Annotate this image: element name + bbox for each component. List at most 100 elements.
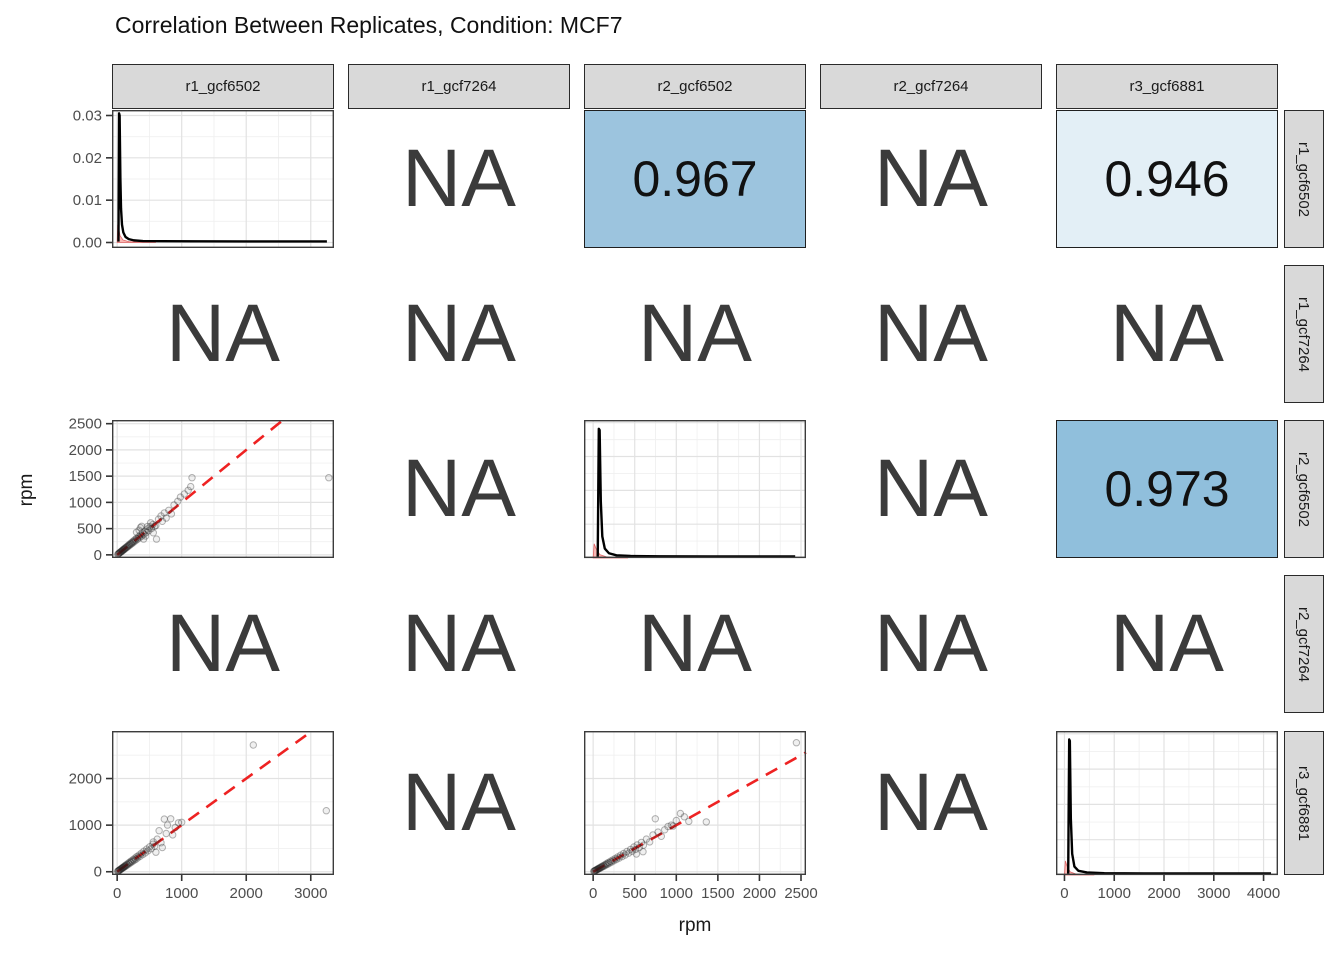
scatter-point: [130, 538, 138, 546]
scatter-point: [144, 847, 152, 855]
scatter-point: [115, 549, 123, 558]
col-strip-r1_gcf6502: r1_gcf6502: [112, 64, 334, 109]
axis-tick-label: 3000: [1197, 885, 1230, 902]
scatter-point: [129, 539, 137, 547]
scatter-point: [146, 843, 154, 851]
scatter-point: [115, 866, 124, 874]
scatter-point: [154, 515, 163, 523]
scatter-point: [136, 531, 145, 539]
col-strip-label: r2_gcf6502: [657, 78, 733, 95]
na-label: NA: [402, 757, 516, 848]
scatter-point: [147, 845, 155, 853]
axis-tick-label: 1000: [69, 494, 102, 511]
scatter-point: [592, 866, 601, 874]
panel-cor-r1_gcf6502-vs-r2_gcf6502: 0.967: [584, 110, 806, 248]
scatter-point: [606, 857, 615, 865]
scatter-point: [609, 856, 617, 864]
axis-tick-label: 2000: [230, 885, 263, 902]
scatter-point: [131, 854, 139, 862]
scatter-point: [608, 858, 616, 866]
na-label: NA: [1110, 598, 1224, 689]
scatter-point: [155, 827, 163, 835]
scatter-point: [184, 486, 192, 495]
scatter-point: [132, 536, 140, 545]
na-label: NA: [1110, 288, 1224, 379]
scatter-point: [685, 817, 693, 826]
scatter-point: [600, 862, 608, 870]
axis-tick-label: 2500: [69, 416, 102, 433]
scatter-point: [122, 862, 130, 870]
scatter-point: [597, 863, 605, 872]
col-strip-label: r2_gcf7264: [893, 78, 969, 95]
panel-na-r1_gcf6502-vs-r1_gcf7264: NA: [348, 110, 570, 248]
panel-density-r2_gcf6502-vs-r2_gcf6502: [583, 419, 807, 559]
scatter-point: [119, 546, 127, 554]
col-strip-label: r3_gcf6881: [1129, 78, 1205, 95]
scatter-point: [121, 545, 129, 553]
scatter-point: [136, 523, 145, 532]
scatter-point: [124, 541, 132, 550]
axis-tick-label: 0.02: [73, 150, 102, 167]
scatter-point: [127, 539, 135, 548]
na-label: NA: [402, 598, 516, 689]
scatter-plot-svg: 0 1000 2000 0 1000 2000 3000: [69, 729, 335, 902]
scatter-point: [614, 853, 622, 861]
scatter-point: [163, 821, 172, 829]
scatter-point: [158, 517, 166, 526]
row-strip-r2_gcf7264: r2_gcf7264: [1284, 575, 1324, 713]
scatter-point: [135, 534, 144, 542]
scatter-point: [170, 501, 178, 509]
scatter-point: [612, 855, 621, 864]
panel-na-r2_gcf7264-vs-r1_gcf7264: NA: [348, 575, 570, 713]
scatter-point: [178, 818, 186, 827]
scatter-point: [118, 547, 126, 555]
scatter-point: [125, 542, 133, 550]
scatter-point: [605, 859, 614, 867]
axis-tick-label: 2000: [69, 442, 102, 459]
scatter-point: [139, 529, 147, 537]
scatter-point: [672, 816, 681, 825]
scatter-point: [649, 831, 657, 839]
scatter-point: [117, 864, 126, 873]
scatter-point: [137, 849, 146, 857]
scatter-point: [174, 819, 183, 827]
scatter-point: [139, 850, 147, 859]
scatter-point: [635, 843, 643, 852]
scatter-point: [169, 831, 177, 839]
scatter-point: [120, 863, 128, 871]
scatter-point: [598, 863, 607, 871]
panel-cor-r1_gcf6502-vs-r3_gcf6881: 0.946: [1056, 110, 1278, 248]
panel-scatter-r2_gcf6502-vs-r1_gcf6502: 0 500 1000 1500 2000 2500: [69, 416, 335, 564]
scatter-point: [160, 815, 168, 823]
scatter-point: [146, 523, 154, 531]
scatter-point: [602, 861, 610, 869]
scatter-point: [139, 535, 148, 543]
scatter-point: [619, 849, 628, 858]
scatter-point: [150, 842, 159, 851]
scatter-point: [124, 859, 133, 867]
scatter-point: [639, 841, 648, 849]
scatter-point: [595, 864, 604, 872]
row-strip-label: r2_gcf6502: [1295, 451, 1313, 527]
scatter-point: [116, 866, 124, 874]
identity-line: [116, 729, 313, 873]
scatter-point: [120, 862, 129, 870]
axis-tick-label: 1500: [69, 468, 102, 485]
row-strip-label: r1_gcf6502: [1295, 141, 1313, 217]
axis-tick-label: 0.00: [73, 234, 102, 251]
axis-tick-label: 0: [94, 864, 102, 881]
scatter-point: [594, 864, 603, 873]
panel-na-r2_gcf7264-vs-r2_gcf6502: NA: [584, 575, 806, 713]
scatter-point: [129, 855, 137, 864]
scatter-point: [133, 852, 141, 861]
density-curve: [117, 112, 327, 243]
panel-density-r1_gcf6502-vs-r1_gcf6502: 0.00 0.01 0.02 0.03: [73, 108, 335, 251]
scatter-point: [120, 544, 129, 553]
row-strip-r2_gcf6502: r2_gcf6502: [1284, 420, 1324, 558]
scatter-point: [121, 861, 130, 870]
axis-tick-label: 0: [1060, 885, 1068, 902]
na-label: NA: [638, 288, 752, 379]
scatter-point: [147, 524, 156, 533]
na-label: NA: [402, 133, 516, 224]
scatter-point: [122, 544, 130, 552]
